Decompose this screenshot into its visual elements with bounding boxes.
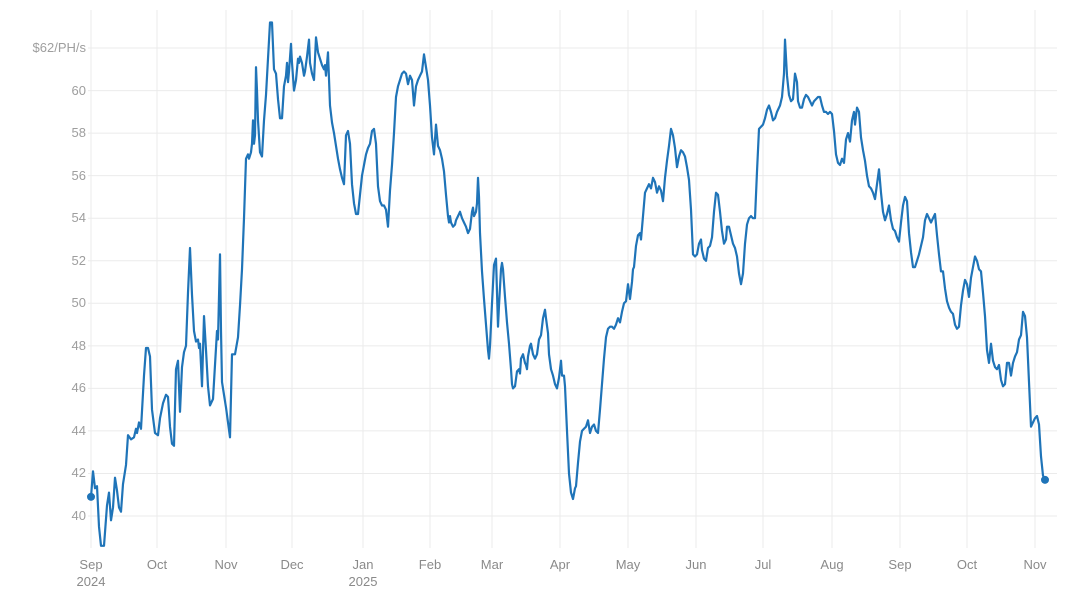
y-tick-label: 54	[71, 210, 86, 226]
x-tick-label: Oct	[957, 556, 977, 573]
x-tick-label: Feb	[419, 556, 441, 573]
y-tick-label: 50	[71, 295, 86, 311]
vertical-gridlines	[90, 10, 1036, 548]
x-tick-month: Jul	[754, 557, 772, 572]
x-tick-label: Dec	[280, 556, 303, 573]
x-tick-label: Nov	[1023, 556, 1046, 573]
x-tick-label: Aug	[820, 556, 843, 573]
y-tick-label: 56	[71, 167, 86, 183]
y-axis-labels: $62/PH/s 60 58 56 54 52 50 48 46 44 42 40	[0, 0, 86, 605]
x-tick-month: Apr	[549, 557, 571, 572]
x-tick-month: Oct	[146, 557, 168, 572]
y-tick-label: 58	[71, 125, 86, 141]
x-tick-month: Nov	[214, 557, 238, 572]
y-tick-label: 52	[71, 252, 86, 268]
x-tick-label: Jun	[686, 556, 707, 573]
y-tick-label: 48	[71, 337, 86, 353]
x-tick-label: Mar	[481, 556, 503, 573]
x-tick-year: 2024	[76, 574, 106, 589]
x-tick-label: Jan 2025	[349, 556, 378, 590]
x-tick-month: Nov	[1023, 557, 1047, 572]
x-tick-label: Sep	[888, 556, 911, 573]
y-tick-label: 60	[71, 82, 86, 98]
y-tick-label: 40	[71, 508, 86, 523]
x-tick-label: Oct	[147, 556, 167, 573]
x-tick-month: Sep	[888, 557, 912, 572]
series-line	[89, 21, 1047, 547]
x-tick-month: May	[615, 557, 641, 572]
x-tick-label: Sep 2024	[77, 556, 106, 590]
x-tick-month: Sep	[79, 557, 103, 572]
x-tick-label: Jul	[755, 556, 772, 573]
x-tick-month: Jan	[352, 557, 374, 572]
x-tick-label: Nov	[214, 556, 237, 573]
x-tick-month: Dec	[280, 557, 304, 572]
y-tick-label: 42	[71, 465, 86, 481]
x-tick-label: May	[616, 556, 641, 573]
y-tick-label: $62/PH/s	[32, 40, 86, 56]
x-tick-month: Aug	[820, 557, 844, 572]
x-tick-year: 2025	[348, 574, 378, 589]
y-tick-label: 46	[71, 380, 86, 396]
end-point-marker	[1041, 475, 1049, 484]
y-tick-label: 44	[71, 422, 86, 438]
x-tick-label: Apr	[550, 556, 570, 573]
horizontal-gridlines	[88, 47, 1057, 517]
x-tick-month: Feb	[418, 557, 442, 572]
x-tick-month: Mar	[480, 557, 504, 572]
x-tick-month: Oct	[956, 557, 978, 572]
x-tick-month: Jun	[685, 557, 707, 572]
start-point-marker	[87, 492, 95, 501]
